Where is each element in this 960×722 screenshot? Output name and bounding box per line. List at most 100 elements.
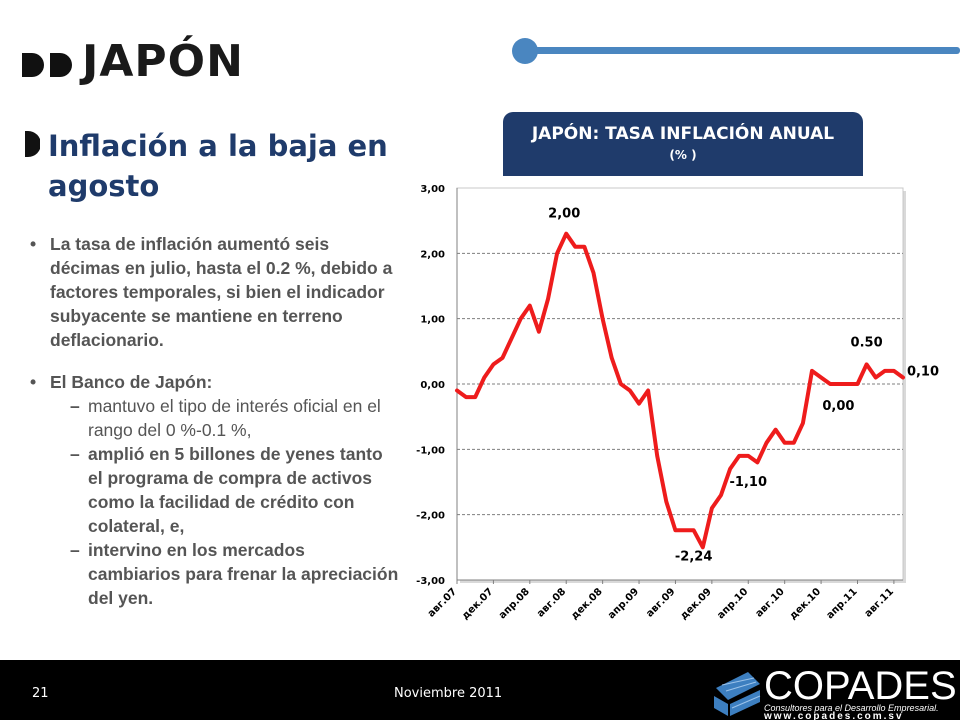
page-number: 21 <box>32 686 49 701</box>
x-tick-label: авг.11 <box>863 586 896 619</box>
data-point <box>546 297 550 301</box>
data-point <box>491 362 495 366</box>
x-tick-label: апр.11 <box>825 586 860 621</box>
data-point <box>774 428 778 432</box>
data-point <box>610 356 614 360</box>
y-tick-label: 3,00 <box>420 184 445 195</box>
x-tick-label: авг.07 <box>426 586 459 619</box>
data-point <box>819 375 823 379</box>
data-point <box>455 389 459 393</box>
sub-bullet-program: amplió en 5 billones de yenes tanto el p… <box>28 442 400 538</box>
body-text: La tasa de inflación aumentó seis décima… <box>28 232 400 610</box>
inflation-series-line <box>455 231 905 550</box>
data-point <box>728 467 732 471</box>
data-point <box>892 369 896 373</box>
data-point <box>855 382 859 386</box>
logo-tagline: Consultores para el Desarrollo Empresari… <box>764 703 939 713</box>
data-point <box>719 493 723 497</box>
decorative-dot <box>512 38 538 64</box>
data-point <box>865 362 869 366</box>
data-point <box>555 251 559 255</box>
x-tick-label: апр.09 <box>606 586 641 621</box>
x-tick-label: апр.10 <box>715 586 750 621</box>
data-point <box>692 528 696 532</box>
x-tick-label: дек.08 <box>569 586 605 622</box>
footer-date: Noviembre 2011 <box>394 686 503 701</box>
x-tick-label: дек.10 <box>788 586 824 622</box>
data-label: -1,10 <box>730 475 767 490</box>
bullet-inflation: La tasa de inflación aumentó seis décima… <box>28 232 400 352</box>
footer-bar <box>0 660 960 720</box>
data-point <box>519 317 523 321</box>
x-tick-label: дек.07 <box>460 586 496 622</box>
section-title: Inflación a la baja en agosto <box>48 129 388 203</box>
page-title: JAPÓN <box>82 36 244 87</box>
data-point <box>828 382 832 386</box>
y-tick-label: 0,00 <box>420 380 445 391</box>
y-tick-label: -2,00 <box>416 511 445 522</box>
data-point <box>637 402 641 406</box>
data-point <box>764 441 768 445</box>
x-tick-label: апр.08 <box>497 586 532 621</box>
data-point <box>673 528 677 532</box>
data-point <box>628 389 632 393</box>
data-point <box>846 382 850 386</box>
data-point <box>664 500 668 504</box>
x-tick-label: авг.08 <box>535 586 568 619</box>
data-point <box>464 395 468 399</box>
logo-website: www.copades.com.sv <box>764 711 904 722</box>
data-point <box>737 454 741 458</box>
data-point <box>619 382 623 386</box>
section-bullet-icon <box>25 131 40 157</box>
data-point <box>573 245 577 249</box>
data-point <box>837 382 841 386</box>
sub-bullet-intervention: intervino en los mercados cambiarios par… <box>28 538 400 610</box>
data-point <box>582 245 586 249</box>
data-label: 2,00 <box>548 207 580 222</box>
data-point <box>883 369 887 373</box>
sub-bullet-rate: mantuvo el tipo de interés oficial en el… <box>28 394 400 442</box>
chart-title-banner: JAPÓN: TASA INFLACIÓN ANUAL (% ) <box>503 112 863 176</box>
chart-subtitle: (% ) <box>669 148 697 162</box>
data-point <box>646 389 650 393</box>
data-point <box>792 441 796 445</box>
data-point <box>601 317 605 321</box>
y-tick-label: 1,00 <box>420 315 445 326</box>
x-tick-label: дек.09 <box>678 586 714 622</box>
data-point <box>528 304 532 308</box>
data-point <box>710 506 714 510</box>
copades-logo: COPADES Consultores para el Desarrollo E… <box>706 662 960 722</box>
data-label: -2,24 <box>675 549 712 564</box>
data-point <box>564 232 568 236</box>
sub-bullet-rate-text: mantuvo el tipo de interés oficial en el… <box>88 396 381 440</box>
data-point <box>874 375 878 379</box>
y-tick-label: -1,00 <box>416 445 445 456</box>
data-point <box>783 441 787 445</box>
data-point <box>801 421 805 425</box>
data-point <box>473 395 477 399</box>
logo-name: COPADES <box>764 664 957 708</box>
data-point <box>482 375 486 379</box>
data-point <box>655 454 659 458</box>
x-tick-label: авг.09 <box>644 586 677 619</box>
data-point <box>592 271 596 275</box>
data-point <box>701 545 705 549</box>
decorative-line <box>526 47 960 54</box>
data-point <box>510 336 514 340</box>
x-tick-label: авг.10 <box>754 586 787 619</box>
data-point <box>746 454 750 458</box>
data-point <box>501 356 505 360</box>
data-point <box>683 528 687 532</box>
copades-logo-mark-icon <box>714 672 761 716</box>
data-label: 0,00 <box>822 399 854 414</box>
chart-title: JAPÓN: TASA INFLACIÓN ANUAL <box>531 124 835 144</box>
bullet-bank: El Banco de Japón: <box>28 370 400 394</box>
data-label: 0,10 <box>907 364 939 379</box>
data-point <box>810 369 814 373</box>
data-label: 0.50 <box>851 335 883 350</box>
data-point <box>755 460 759 464</box>
data-point <box>537 330 541 334</box>
double-arrow-icon <box>22 53 72 77</box>
y-tick-label: -3,00 <box>416 576 445 587</box>
